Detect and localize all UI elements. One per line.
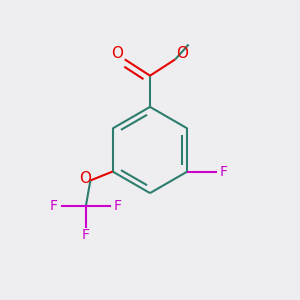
Text: O: O xyxy=(79,171,91,186)
Text: O: O xyxy=(111,46,123,62)
Text: F: F xyxy=(50,199,58,213)
Text: F: F xyxy=(220,164,228,178)
Text: O: O xyxy=(176,46,188,62)
Text: F: F xyxy=(114,199,122,213)
Text: F: F xyxy=(82,229,90,242)
